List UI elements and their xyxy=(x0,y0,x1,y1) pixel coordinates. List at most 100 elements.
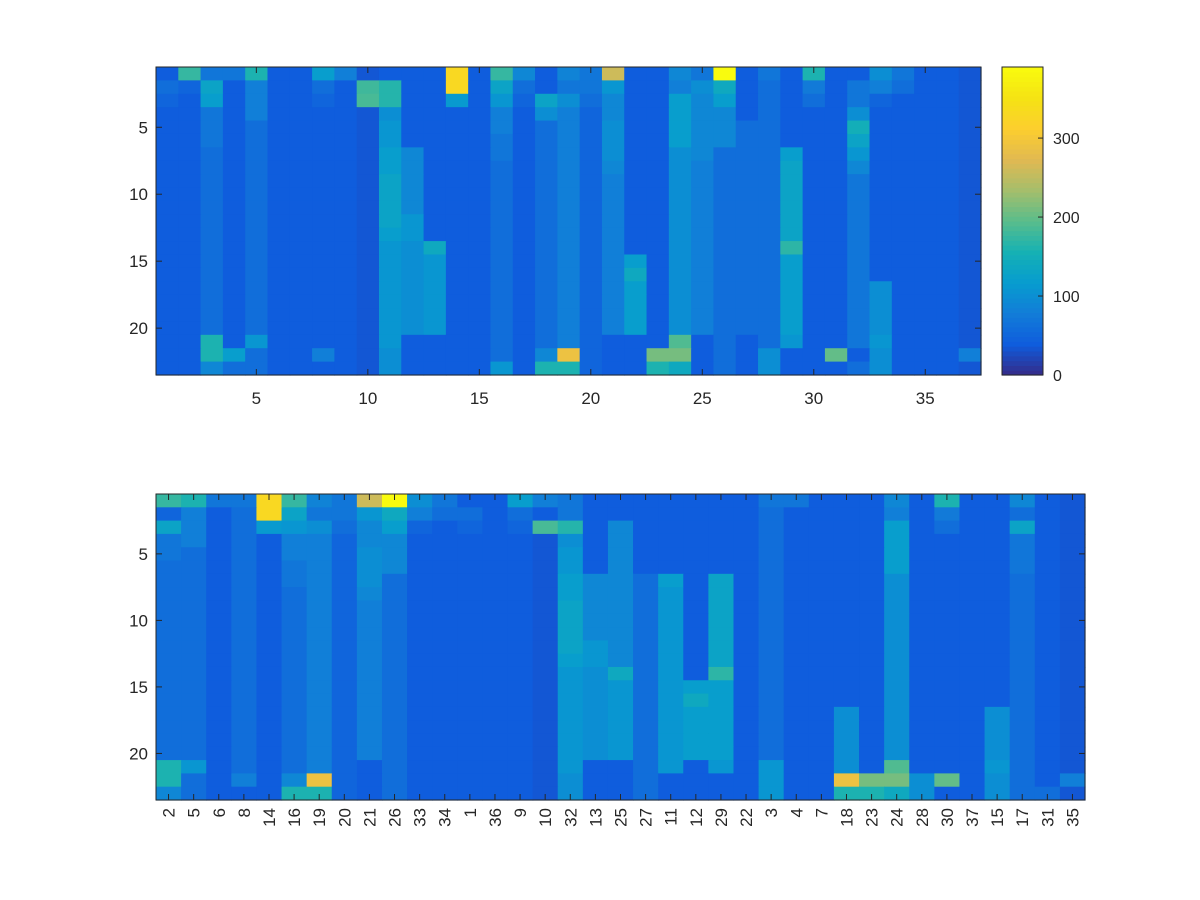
bottom-heatmap-cell xyxy=(633,720,659,735)
top-heatmap-cell xyxy=(289,174,313,189)
bottom-heatmap-cell xyxy=(833,786,860,801)
bottom-heatmap-cell xyxy=(808,720,835,735)
colorbar-step xyxy=(1002,230,1043,237)
bottom-heatmap-cell xyxy=(733,627,760,641)
bottom-heatmap-cell xyxy=(532,533,559,548)
top-heatmap-cell xyxy=(490,214,514,229)
top-heatmap-cell xyxy=(222,147,246,162)
top-heatmap-cell xyxy=(468,281,492,296)
top-heatmap-cell xyxy=(802,294,826,309)
bottom-heatmap-cell xyxy=(582,666,609,681)
bottom-heatmap-cell xyxy=(256,786,283,801)
bottom-heatmap-cell xyxy=(407,640,433,655)
bottom-heatmap-cell xyxy=(206,693,232,708)
bottom-heatmap-cell xyxy=(934,666,961,681)
top-heatmap-cell xyxy=(891,241,915,256)
bottom-heatmap-cell xyxy=(607,773,634,788)
bottom-heatmap-cell xyxy=(281,533,308,548)
top-heatmap-cell xyxy=(958,227,982,242)
bottom-heatmap-cell xyxy=(156,706,182,721)
top-heatmap-cell xyxy=(356,308,380,323)
bottom-heatmap-cell xyxy=(381,600,408,615)
top-heatmap-cell xyxy=(535,361,558,376)
bottom-heatmap-cell xyxy=(733,760,760,774)
bottom-heatmap-cell xyxy=(306,613,333,628)
bottom-heatmap-cell xyxy=(507,706,534,721)
bottom-heatmap-cell xyxy=(1059,627,1086,641)
bottom-heatmap-cell xyxy=(231,706,258,721)
bottom-heatmap-cell xyxy=(833,627,860,641)
top-heatmap-cell xyxy=(312,227,335,242)
bottom-heatmap-cell xyxy=(909,613,935,628)
bottom-heatmap-cell xyxy=(708,560,735,575)
top-heatmap-cell xyxy=(156,267,179,282)
top-heatmap-cell xyxy=(490,147,514,162)
top-heatmap-cell xyxy=(445,67,469,81)
bottom-heatmap-cell xyxy=(381,653,408,668)
bottom-heatmap-cell xyxy=(808,693,835,708)
bottom-heatmap-cell xyxy=(733,507,760,522)
bottom-heatmap-cell xyxy=(582,520,609,535)
bottom-heatmap-cell xyxy=(582,746,609,761)
top-heatmap-cell xyxy=(891,254,915,269)
top-heatmap-cell xyxy=(847,93,871,108)
bottom-heatmap-cell xyxy=(934,773,961,788)
top-heatmap-cell xyxy=(758,200,781,215)
bottom-heatmap-cell xyxy=(381,680,408,695)
top-heatmap-cell xyxy=(891,281,915,296)
bottom-heatmap-x-tick-label: 37 xyxy=(963,808,982,827)
bottom-heatmap-cell xyxy=(607,653,634,668)
bottom-heatmap-cell xyxy=(156,573,182,588)
bottom-heatmap-y-tick-label: 10 xyxy=(129,611,148,630)
top-heatmap-cell xyxy=(445,187,469,202)
bottom-heatmap-cell xyxy=(457,773,484,788)
bottom-heatmap-cell xyxy=(206,786,232,801)
top-heatmap-cell xyxy=(200,281,224,296)
bottom-heatmap-cell xyxy=(256,613,283,628)
top-heatmap-cell xyxy=(579,80,603,95)
top-heatmap-cell xyxy=(958,294,982,309)
top-heatmap-cell xyxy=(222,80,246,95)
bottom-heatmap-cell xyxy=(683,666,709,681)
bottom-heatmap-cell xyxy=(256,507,283,522)
top-heatmap-cell xyxy=(468,361,492,376)
top-heatmap-cell xyxy=(401,214,425,229)
bottom-heatmap-cell xyxy=(156,627,182,641)
top-heatmap-cell xyxy=(334,107,358,122)
top-heatmap-cell xyxy=(824,93,848,108)
top-heatmap-cell xyxy=(869,187,893,202)
bottom-heatmap-cell xyxy=(457,640,484,655)
bottom-heatmap-cell xyxy=(959,733,986,748)
bottom-heatmap-cell xyxy=(557,600,584,615)
top-heatmap-cell xyxy=(936,174,960,189)
bottom-heatmap-x-tick-label: 13 xyxy=(586,808,605,827)
top-heatmap-cell xyxy=(267,334,291,349)
bottom-heatmap-cell xyxy=(407,613,433,628)
top-heatmap-cell xyxy=(579,361,603,376)
top-heatmap-cell xyxy=(245,160,269,175)
top-heatmap-cell xyxy=(936,294,960,309)
bottom-heatmap-cell xyxy=(1059,560,1086,575)
top-heatmap-cell xyxy=(445,241,469,256)
bottom-heatmap-cell xyxy=(507,653,534,668)
top-heatmap-cell xyxy=(222,254,246,269)
bottom-heatmap-cell xyxy=(833,560,860,575)
bottom-heatmap-cell xyxy=(557,706,584,721)
top-heatmap-cell xyxy=(668,160,692,175)
top-heatmap-cell xyxy=(847,133,871,148)
bottom-heatmap-cell xyxy=(733,653,760,668)
top-heatmap-cell xyxy=(378,267,402,282)
top-heatmap-cell xyxy=(289,241,313,256)
top-heatmap-cell xyxy=(847,294,871,309)
bottom-heatmap-cell xyxy=(808,653,835,668)
bottom-heatmap-cell xyxy=(859,706,885,721)
bottom-heatmap-cell xyxy=(1009,627,1036,641)
top-heatmap-cell xyxy=(646,254,670,269)
top-heatmap-cell xyxy=(601,107,625,122)
bottom-heatmap-cell xyxy=(331,613,358,628)
bottom-heatmap-cell xyxy=(1059,773,1086,788)
top-heatmap-cell xyxy=(535,160,558,175)
bottom-heatmap-cell xyxy=(1009,613,1036,628)
top-heatmap-cell xyxy=(624,107,648,122)
colorbar-step xyxy=(1002,293,1043,299)
